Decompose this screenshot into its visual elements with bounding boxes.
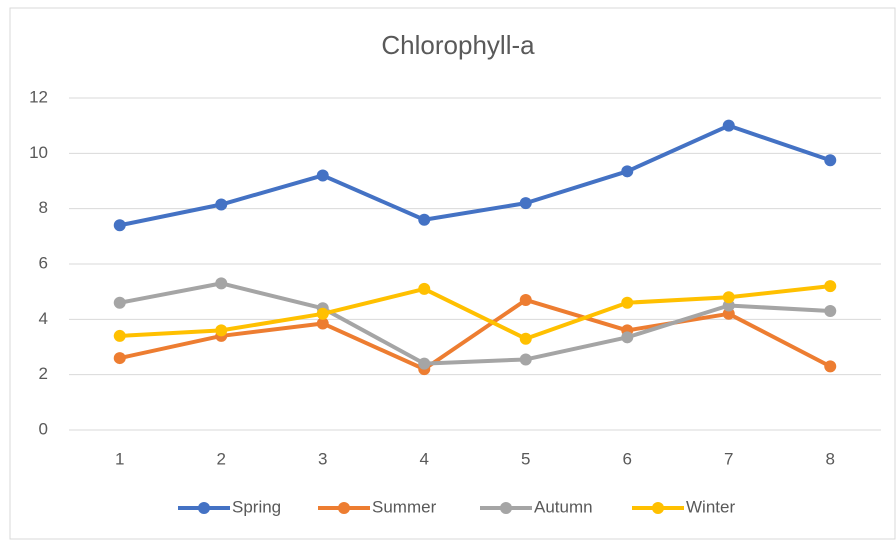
data-point bbox=[621, 165, 634, 178]
data-point bbox=[418, 282, 431, 295]
data-point bbox=[113, 296, 126, 309]
data-point bbox=[519, 353, 532, 366]
legend-label: Spring bbox=[232, 497, 281, 516]
data-point bbox=[519, 197, 532, 210]
data-point bbox=[824, 360, 837, 373]
data-point bbox=[316, 307, 329, 320]
data-point bbox=[418, 213, 431, 226]
data-point bbox=[722, 299, 735, 312]
x-tick-label: 3 bbox=[318, 449, 327, 468]
data-point bbox=[621, 296, 634, 309]
data-point bbox=[316, 169, 329, 182]
data-point bbox=[113, 219, 126, 232]
y-tick-label: 2 bbox=[39, 364, 48, 383]
data-point bbox=[113, 329, 126, 342]
data-point bbox=[824, 280, 837, 293]
chart-title: Chlorophyll-a bbox=[381, 30, 535, 60]
data-point bbox=[519, 332, 532, 345]
legend-marker bbox=[500, 502, 512, 514]
data-point bbox=[215, 277, 228, 290]
y-tick-label: 10 bbox=[29, 143, 48, 162]
y-tick-label: 4 bbox=[39, 309, 48, 328]
data-point bbox=[824, 154, 837, 167]
series-line bbox=[119, 123, 831, 228]
legend-label: Winter bbox=[686, 497, 735, 516]
data-point bbox=[418, 357, 431, 370]
y-tick-label: 6 bbox=[39, 253, 48, 272]
data-point bbox=[519, 293, 532, 306]
legend-label: Summer bbox=[372, 497, 437, 516]
x-tick-label: 2 bbox=[217, 449, 226, 468]
data-point bbox=[722, 307, 735, 320]
x-tick-label: 6 bbox=[623, 449, 632, 468]
x-tick-label: 4 bbox=[420, 449, 429, 468]
y-tick-label: 8 bbox=[39, 198, 48, 217]
data-point bbox=[621, 331, 634, 344]
data-point bbox=[316, 317, 329, 330]
legend-marker bbox=[198, 502, 210, 514]
y-tick-label: 0 bbox=[39, 419, 48, 438]
chart-border bbox=[9, 7, 896, 540]
x-tick-label: 5 bbox=[521, 449, 530, 468]
x-tick-label: 1 bbox=[115, 449, 124, 468]
data-point bbox=[722, 119, 735, 132]
data-point bbox=[722, 291, 735, 304]
data-point bbox=[824, 305, 837, 318]
x-tick-label: 8 bbox=[826, 449, 835, 468]
series-line bbox=[119, 284, 831, 341]
series-line bbox=[119, 281, 831, 366]
x-tick-label: 7 bbox=[724, 449, 733, 468]
data-point bbox=[113, 352, 126, 365]
data-point bbox=[215, 324, 228, 337]
series-line bbox=[119, 297, 832, 372]
legend-marker bbox=[652, 502, 664, 514]
data-point bbox=[215, 198, 228, 211]
legend-label: Autumn bbox=[534, 497, 593, 516]
y-tick-label: 12 bbox=[29, 87, 48, 106]
legend-marker bbox=[338, 502, 350, 514]
